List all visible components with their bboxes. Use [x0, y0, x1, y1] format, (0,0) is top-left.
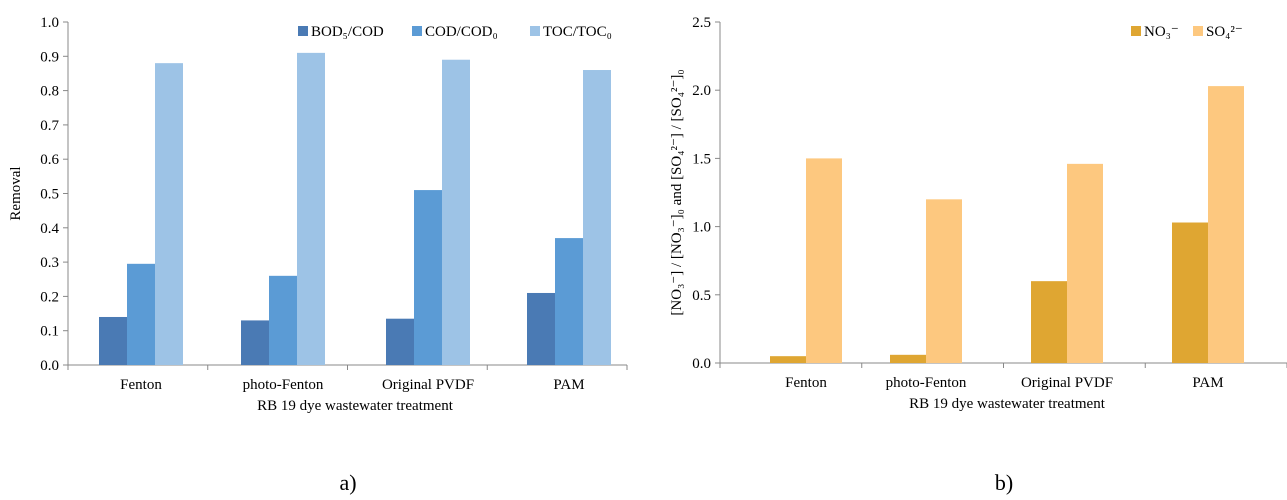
- chart-a-bar: [583, 70, 611, 366]
- chart-a-bar: [127, 263, 155, 365]
- chart-b-x-tick-label: PAM: [1192, 375, 1223, 391]
- chart-b-y-tick-label: 1.0: [692, 220, 711, 236]
- chart-a-x-tick-label: Fenton: [120, 377, 162, 393]
- chart-b-bar: [770, 356, 806, 363]
- chart-a-bar: [155, 63, 183, 365]
- chart-a-bar: [442, 59, 470, 365]
- chart-b-y-tick-label: 0.5: [692, 288, 711, 304]
- chart-a-legend-label: COD/COD₀: [425, 24, 498, 40]
- chart-b-x-tick-label: Fenton: [785, 375, 827, 391]
- chart-a-y-tick-label: 0.0: [40, 358, 59, 374]
- chart-a-legend-swatch: [412, 26, 422, 36]
- chart-a-y-tick-label: 1.0: [40, 15, 59, 31]
- chart-a-bar: [414, 190, 442, 365]
- chart-a-bar: [269, 275, 297, 365]
- chart-b-y-label: [NO₃⁻] / [NO₃⁻]₀ and [SO₄²⁻] / [SO₄²⁻]₀: [669, 69, 685, 315]
- chart-b-legend-swatch: [1131, 26, 1141, 36]
- chart-a-bar: [527, 292, 555, 365]
- chart-panel-a: 0.0 0.1 0.2 0.3 0.4 0.5 0.6 0.7 0.8 0.9 1.0 Fenton p…: [8, 15, 628, 495]
- chart-a-bar: [99, 316, 127, 365]
- chart-b-x-tick-label: Original PVDF: [1021, 375, 1113, 391]
- chart-b-x-tick-label: photo-Fenton: [886, 375, 967, 391]
- chart-a-y-tick-label: 0.6: [40, 152, 59, 168]
- chart-a-y-tick-label: 0.2: [40, 289, 59, 305]
- chart-a-y-label: Removal: [8, 166, 24, 220]
- chart-a-y-tick-label: 0.7: [40, 118, 59, 134]
- chart-a-y-tick-label: 0.5: [40, 187, 59, 203]
- chart-a-bar: [386, 318, 414, 365]
- chart-a-y-tick-label: 0.8: [40, 84, 59, 100]
- chart-b-bar: [1067, 163, 1103, 363]
- chart-b-legend-label: SO₄²⁻: [1206, 24, 1243, 40]
- chart-a-x-tick-label: photo-Fenton: [243, 377, 324, 393]
- chart-a-bar: [297, 52, 325, 366]
- chart-a-x-tick-label: PAM: [553, 377, 584, 393]
- chart-b-y-tick-label: 2.5: [692, 15, 711, 31]
- chart-b-legend-swatch: [1193, 26, 1203, 36]
- chart-a-legend-swatch: [530, 26, 540, 36]
- chart-a-y-tick-label: 0.1: [40, 324, 59, 340]
- chart-b-legend-label: NO₃⁻: [1144, 24, 1179, 40]
- chart-a-legend-label: BOD₅/COD: [311, 24, 384, 40]
- chart-b-bar: [1208, 86, 1244, 363]
- chart-b-bar: [890, 354, 926, 363]
- chart-b-panel-label: b): [995, 470, 1013, 495]
- chart-b-y-tick-label: 0.0: [692, 356, 711, 372]
- chart-a-x-label: RB 19 dye wastewater treatment: [257, 398, 454, 414]
- chart-b-y-tick-label: 1.5: [692, 151, 711, 167]
- chart-a-bar: [241, 320, 269, 365]
- chart-a-y-tick-label: 0.9: [40, 49, 59, 65]
- chart-a-bar: [555, 238, 583, 365]
- chart-a-x-tick-label: Original PVDF: [382, 377, 474, 393]
- chart-a-y-tick-label: 0.4: [40, 221, 59, 237]
- chart-b-bar: [806, 158, 842, 363]
- chart-a-legend-swatch: [298, 26, 308, 36]
- chart-a-legend-label: TOC/TOC₀: [543, 24, 612, 40]
- chart-b-bar: [1172, 222, 1208, 363]
- chart-b-y-tick-label: 2.0: [692, 83, 711, 99]
- chart-b-bar: [926, 199, 962, 363]
- chart-b-x-label: RB 19 dye wastewater treatment: [909, 396, 1106, 412]
- chart-panel-b: 0.0 0.5 1.0 1.5 2.0 2.5 Fenton photo-Fenton Orig…: [669, 15, 1287, 495]
- chart-b-bar: [1031, 281, 1067, 363]
- chart-a-y-tick-label: 0.3: [40, 255, 59, 271]
- chart-a-panel-label: a): [339, 470, 356, 495]
